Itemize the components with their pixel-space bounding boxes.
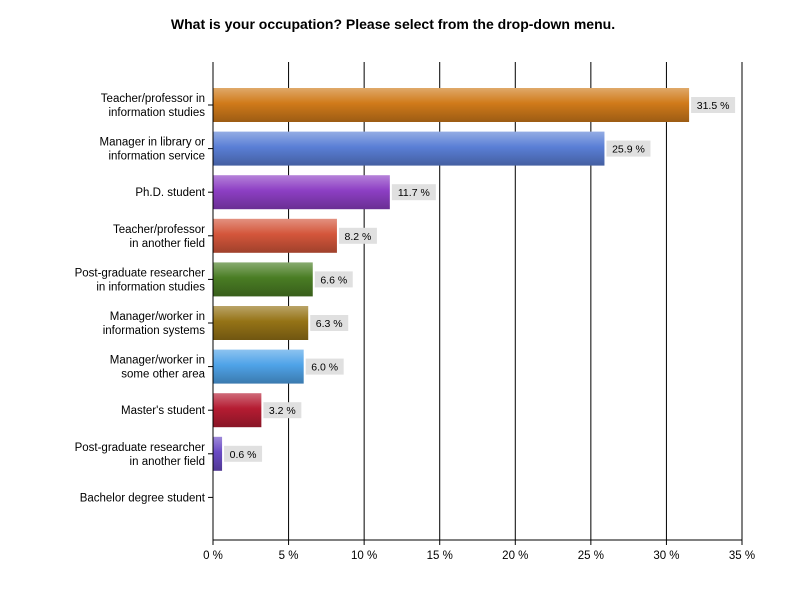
data-label-bg: [691, 97, 736, 113]
category-label: in information studies: [96, 281, 205, 293]
data-label-bg: [305, 358, 344, 375]
bar: [213, 88, 690, 122]
category-label: some other area: [121, 369, 205, 381]
category-label: in another field: [130, 238, 205, 250]
x-tick-label: 5 %: [279, 550, 299, 562]
category-label: information service: [108, 151, 205, 163]
data-label-text: 31.5 %: [697, 100, 730, 112]
category-label: Ph.D. student: [135, 187, 205, 199]
bar: [213, 218, 337, 253]
data-label-text: 0.6 %: [230, 449, 257, 461]
category-label: Teacher/professor in: [101, 93, 205, 105]
data-label-bg: [224, 445, 263, 462]
x-tick-label: 10 %: [351, 550, 377, 562]
category-label: Bachelor degree student: [80, 492, 206, 504]
category-label: Post-graduate researcher: [75, 442, 206, 454]
x-tick-label: 35 %: [729, 550, 755, 562]
bar: [213, 175, 390, 210]
data-label: 3.2 %: [263, 402, 302, 419]
category-label: Manager/worker in: [110, 355, 205, 367]
category-label: Manager in library or: [100, 137, 206, 149]
data-label-text: 25.9 %: [612, 144, 645, 156]
category-label: information systems: [103, 325, 206, 337]
data-label: 8.2 %: [338, 227, 377, 244]
data-label-text: 6.6 %: [320, 274, 347, 286]
category-label: Post-graduate researcher: [75, 267, 206, 279]
category-label: information studies: [108, 107, 205, 119]
category-label: in another field: [130, 456, 205, 468]
bar: [213, 393, 262, 428]
data-label: 6.6 %: [314, 271, 353, 288]
data-label-text: 6.3 %: [316, 318, 343, 330]
bar: [213, 306, 309, 340]
data-label: 11.7 %: [391, 184, 436, 201]
data-label-bg: [314, 271, 353, 288]
x-tick-label: 25 %: [578, 550, 604, 562]
data-label-text: 11.7 %: [398, 187, 430, 199]
data-label-bg: [338, 227, 377, 244]
bar: [213, 262, 313, 297]
x-tick-label: 20 %: [502, 550, 528, 562]
x-tick-label: 0 %: [203, 550, 223, 562]
bars: [213, 88, 690, 471]
data-label-text: 3.2 %: [269, 405, 296, 417]
bar: [213, 131, 605, 166]
category-label: Teacher/professor: [113, 224, 205, 236]
data-label: 25.9 %: [606, 140, 651, 157]
category-label: Master's student: [121, 405, 206, 417]
x-tick-label: 30 %: [653, 550, 679, 562]
data-label-bg: [263, 402, 302, 419]
data-label-text: 8.2 %: [345, 231, 372, 243]
data-label-bg: [606, 140, 651, 157]
data-label: 6.0 %: [305, 358, 344, 375]
chart-title: What is your occupation? Please select f…: [171, 16, 615, 32]
data-label: 0.6 %: [224, 445, 263, 462]
x-tick-label: 15 %: [427, 550, 453, 562]
data-label: 31.5 %: [691, 97, 736, 113]
data-label-text: 6.0 %: [311, 362, 338, 374]
category-label: Manager/worker in: [110, 311, 205, 323]
data-label: 6.3 %: [310, 315, 349, 331]
bar: [213, 436, 223, 471]
bar: [213, 349, 304, 384]
data-label-bg: [391, 184, 436, 201]
axes: [208, 62, 743, 545]
data-label-bg: [310, 315, 349, 331]
labels: 0 % 5 % 10 % 15 % 20 % 25 % 30 % 35 % Teacher/pr…: [75, 93, 756, 562]
